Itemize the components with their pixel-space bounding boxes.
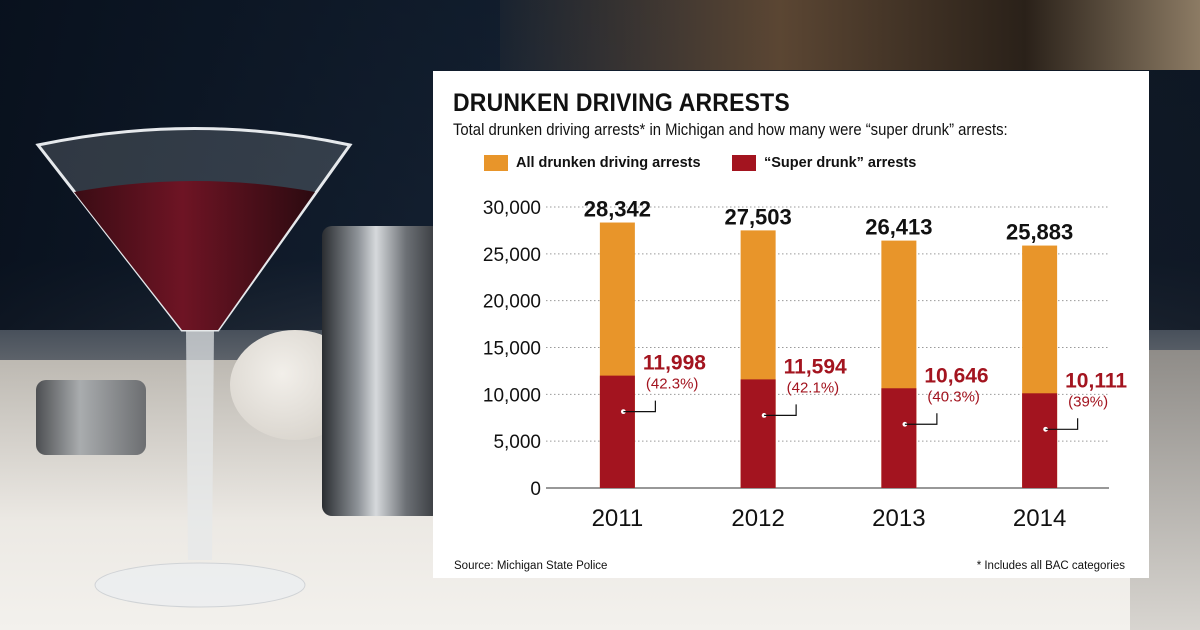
y-tick-label: 30,000 (483, 198, 541, 219)
legend-item-super-drunk: “Super drunk” arrests (732, 155, 916, 171)
y-tick-label: 0 (530, 479, 541, 500)
data-label-super-drunk-percent: (39%) (1068, 393, 1108, 410)
legend-label-super-drunk: “Super drunk” arrests (764, 155, 917, 171)
chart-subtitle: Total drunken driving arrests* in Michig… (453, 121, 1008, 139)
x-tick-label: 2014 (1013, 505, 1066, 532)
annotation-leader (623, 400, 656, 413)
data-label-super-drunk-percent: (40.3%) (927, 388, 980, 405)
annotation-leader (764, 404, 797, 417)
chart-title: DRUNKEN DRIVING ARRESTS (453, 89, 790, 117)
chart-panel: DRUNKEN DRIVING ARRESTS Total drunken dr… (433, 71, 1149, 578)
bottle-shape (500, 0, 1200, 70)
bar-super-drunk (599, 375, 635, 488)
chart-footnote: * Includes all BAC categories (976, 560, 1125, 572)
data-label-super-drunk: 10,646 (924, 364, 988, 387)
data-label-all-arrests: 26,413 (865, 215, 932, 240)
x-tick-label: 2013 (872, 505, 925, 532)
x-tick-label: 2011 (592, 505, 644, 532)
data-label-all-arrests: 28,342 (584, 197, 651, 222)
data-label-super-drunk: 11,998 (643, 352, 706, 375)
cocktail-shaker-shape (322, 226, 442, 516)
data-label-super-drunk: 11,594 (784, 355, 847, 378)
data-label-super-drunk: 10,111 (1065, 369, 1127, 392)
bar-super-drunk (1022, 393, 1058, 488)
legend-swatch-super-drunk (732, 155, 756, 171)
metal-cup-shape (36, 380, 146, 455)
data-label-super-drunk-percent: (42.1%) (787, 379, 840, 396)
legend-item-all-arrests: All drunken driving arrests (484, 155, 701, 171)
y-tick-label: 25,000 (483, 245, 541, 266)
bar-super-drunk (881, 388, 917, 488)
chart-source: Source: Michigan State Police (454, 560, 608, 572)
data-label-all-arrests: 27,503 (724, 204, 791, 229)
y-tick-label: 15,000 (483, 339, 541, 360)
y-tick-label: 10,000 (483, 385, 541, 406)
annotation-dot (1043, 426, 1049, 432)
annotation-leader (904, 413, 938, 425)
bar-chart: 0 5,000 10,000 15,000 20,000 25,000 30,000 28,3… (483, 197, 1127, 532)
annotation-leader (1045, 418, 1079, 430)
y-tick-label: 20,000 (483, 292, 541, 313)
bar-super-drunk (740, 379, 776, 488)
data-label-all-arrests: 25,883 (1006, 220, 1073, 245)
legend-swatch-all-arrests (484, 155, 508, 171)
legend-label-all-arrests: All drunken driving arrests (516, 155, 701, 171)
y-tick-label: 5,000 (493, 432, 541, 453)
data-label-super-drunk-percent: (42.3%) (646, 376, 699, 393)
x-tick-label: 2012 (731, 505, 784, 532)
